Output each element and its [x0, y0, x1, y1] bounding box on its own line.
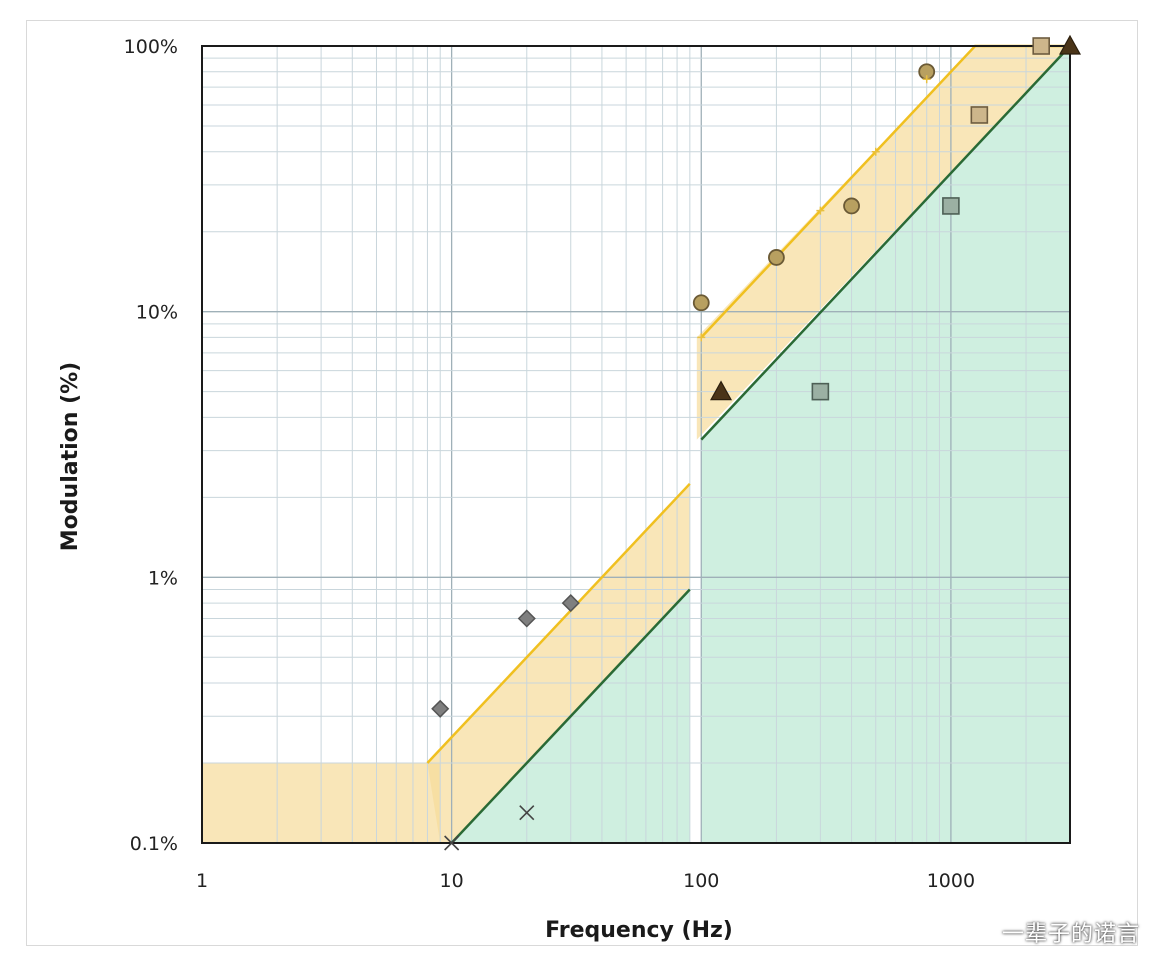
x-tick-labels: 1 10 100 1000 — [196, 870, 975, 892]
diamond-point — [431, 699, 450, 718]
diamond-point — [561, 594, 580, 613]
plus-point — [871, 147, 880, 156]
no-effect-region-4 — [701, 46, 1070, 843]
circle-point — [843, 197, 860, 215]
y-tick-label: 100% — [124, 36, 178, 58]
boundary-line-0 — [426, 482, 691, 764]
square-point — [1032, 37, 1050, 55]
x-point — [519, 805, 535, 821]
plus-point — [697, 333, 706, 342]
circle-point — [768, 249, 785, 266]
y-tick-label: 10% — [136, 302, 178, 324]
square-point — [970, 106, 989, 124]
boundary-line-2 — [450, 588, 691, 844]
triangle-point — [1058, 34, 1082, 55]
x-tick-label: 1 — [196, 870, 208, 892]
low-risk-region-2 — [696, 46, 1070, 440]
diamond-point — [517, 609, 536, 628]
low-risk-region-1 — [427, 483, 690, 843]
x-point — [444, 835, 460, 851]
y-axis-title: Modulation (%) — [58, 362, 83, 551]
plot-border — [201, 45, 1071, 844]
x-tick-label: 100 — [683, 870, 719, 892]
plus-point — [922, 75, 931, 84]
y-tick-label: 1% — [148, 567, 178, 589]
square-point — [811, 382, 830, 401]
y-tick-labels: 0.1% 1% 10% 100% — [124, 36, 178, 855]
y-tick-label: 0.1% — [130, 833, 178, 855]
x-axis-title: Frequency (Hz) — [545, 918, 733, 943]
watermark-text: 一辈子的诺言 — [1001, 922, 1140, 947]
circle-point — [692, 294, 710, 312]
square-point — [942, 197, 960, 215]
chart: 1 10 100 1000 0.1%1%10%100% Frequency (Hz) … — [58, 34, 1082, 943]
x-tick-label: 10 — [440, 870, 464, 892]
triangle-point — [710, 380, 733, 401]
chart-frame: 1 10 100 1000 0.1% 1% 10% 100% Frequency (Hz) … — [26, 20, 1138, 946]
boundary-line-3 — [700, 45, 1071, 441]
markers-layer — [431, 34, 1082, 851]
x-tick-label: 1000 — [927, 870, 975, 892]
plus-point — [816, 206, 825, 215]
grid-layer — [201, 45, 1071, 844]
